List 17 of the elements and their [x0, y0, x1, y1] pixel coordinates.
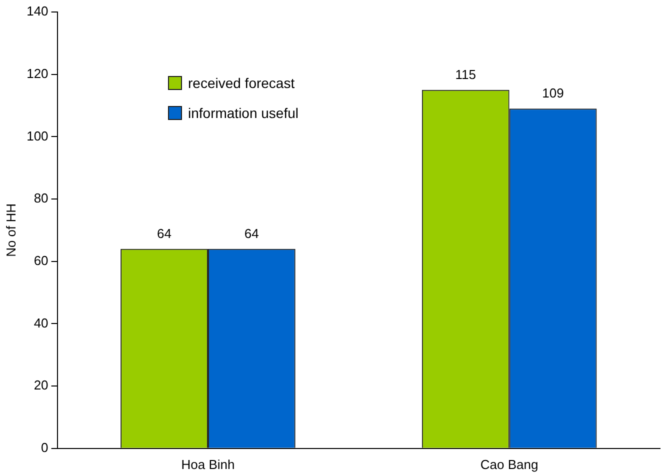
x-tick-label: Hoa Binh: [181, 456, 235, 472]
data-label: 109: [542, 86, 564, 101]
y-tick-label: 140: [26, 4, 48, 19]
y-tick-label: 40: [34, 315, 48, 330]
data-label: 64: [157, 226, 172, 241]
y-tick-label: 80: [34, 190, 48, 206]
y-tick-label: 60: [34, 252, 48, 268]
x-tick-label: Cao Bang: [480, 456, 538, 472]
y-tick-label: 20: [34, 378, 48, 393]
data-label: 64: [244, 226, 259, 241]
y-axis-title: No of HH: [3, 203, 18, 257]
y-tick-label: 100: [26, 128, 48, 144]
legend-label: information useful: [188, 105, 299, 121]
data-label: 115: [455, 67, 476, 82]
y-tick-label: 0: [41, 440, 48, 455]
y-tick-label: 120: [26, 66, 48, 81]
legend-label: received forecast: [188, 75, 295, 91]
